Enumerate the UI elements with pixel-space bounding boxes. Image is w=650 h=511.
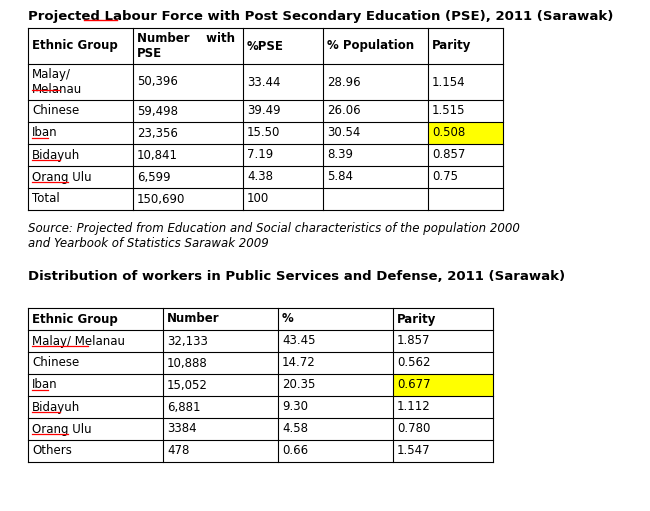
Text: 33.44: 33.44 [247,76,281,88]
Text: Bidayuh: Bidayuh [32,401,80,413]
Text: 0.857: 0.857 [432,149,465,161]
Text: 50,396: 50,396 [137,76,178,88]
Text: Ethnic Group: Ethnic Group [32,39,118,53]
Text: 0.75: 0.75 [432,171,458,183]
Text: 0.562: 0.562 [397,357,430,369]
Text: 478: 478 [167,445,189,457]
Text: 10,841: 10,841 [137,149,178,161]
Text: 15,052: 15,052 [167,379,208,391]
Text: 1.515: 1.515 [432,105,465,118]
Text: Chinese: Chinese [32,357,79,369]
Text: Total: Total [32,193,60,205]
Text: 3384: 3384 [167,423,196,435]
Text: 59,498: 59,498 [137,105,178,118]
Text: 30.54: 30.54 [327,127,360,140]
Text: 39.49: 39.49 [247,105,281,118]
Text: 10,888: 10,888 [167,357,208,369]
Text: 8.39: 8.39 [327,149,353,161]
Text: 0.677: 0.677 [397,379,430,391]
Text: 28.96: 28.96 [327,76,361,88]
Text: Number: Number [167,313,220,326]
Text: 1.857: 1.857 [397,335,430,347]
Text: 32,133: 32,133 [167,335,208,347]
Text: Malay/
Melanau: Malay/ Melanau [32,68,83,96]
Bar [393,374,493,396]
Text: Number    with
PSE: Number with PSE [137,32,235,60]
Text: 0.780: 0.780 [397,423,430,435]
Bar [28,28,503,210]
Text: Projected Labour Force with Post Secondary Education (PSE), 2011 (Sarawak): Projected Labour Force with Post Seconda… [28,10,614,23]
Text: 9.30: 9.30 [282,401,308,413]
Text: Bidayuh: Bidayuh [32,149,80,161]
Text: 0.508: 0.508 [432,127,465,140]
Text: Parity: Parity [432,39,471,53]
Text: 6,599: 6,599 [137,171,170,183]
Text: Chinese: Chinese [32,105,79,118]
Text: 7.19: 7.19 [247,149,273,161]
Text: Ethnic Group: Ethnic Group [32,313,118,326]
Text: 23,356: 23,356 [137,127,178,140]
Text: Iban: Iban [32,127,58,140]
Text: 1.112: 1.112 [397,401,431,413]
Text: %: % [282,313,294,326]
Text: %PSE: %PSE [247,39,284,53]
Text: 14.72: 14.72 [282,357,316,369]
Text: 0.66: 0.66 [282,445,308,457]
Text: 26.06: 26.06 [327,105,361,118]
Text: 100: 100 [247,193,269,205]
Text: 4.58: 4.58 [282,423,308,435]
Text: 20.35: 20.35 [282,379,315,391]
Bar [28,308,493,462]
Text: % Population: % Population [327,39,414,53]
Text: 1.154: 1.154 [432,76,465,88]
Bar [428,122,503,144]
Text: Malay/ Melanau: Malay/ Melanau [32,335,125,347]
Text: Parity: Parity [397,313,436,326]
Text: 1.547: 1.547 [397,445,430,457]
Text: Orang Ulu: Orang Ulu [32,423,92,435]
Text: 43.45: 43.45 [282,335,315,347]
Text: 6,881: 6,881 [167,401,200,413]
Text: 150,690: 150,690 [137,193,185,205]
Text: 15.50: 15.50 [247,127,280,140]
Text: Distribution of workers in Public Services and Defense, 2011 (Sarawak): Distribution of workers in Public Servic… [28,270,565,283]
Text: Orang Ulu: Orang Ulu [32,171,92,183]
Text: Iban: Iban [32,379,58,391]
Text: 4.38: 4.38 [247,171,273,183]
Text: 5.84: 5.84 [327,171,353,183]
Text: Source: Projected from Education and Social characteristics of the population 20: Source: Projected from Education and Soc… [28,222,520,250]
Text: Others: Others [32,445,72,457]
